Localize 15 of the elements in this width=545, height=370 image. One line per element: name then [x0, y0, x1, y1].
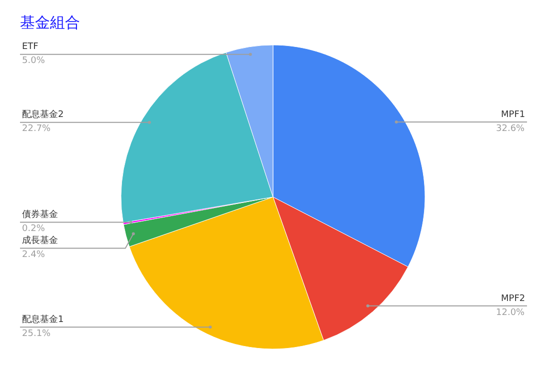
slice-label: 成長基金	[22, 235, 58, 246]
data-label: 25.1%	[22, 329, 52, 339]
slice-label: MPF1	[501, 110, 526, 120]
slice-label: 債券基金	[22, 209, 58, 220]
data-label: 2.4%	[22, 250, 46, 260]
slice-label: 配息基金1	[22, 314, 64, 325]
data-label: 22.7%	[22, 124, 52, 134]
data-label: 12.0%	[496, 308, 526, 318]
slice-label: MPF2	[501, 294, 526, 304]
data-label: 0.2%	[22, 224, 46, 234]
chart-title: 基金組合	[20, 13, 80, 32]
slice-label: 配息基金2	[22, 109, 64, 120]
slice-label: ETF	[22, 42, 38, 52]
data-label: 32.6%	[496, 124, 526, 134]
data-label: 5.0%	[22, 56, 46, 66]
